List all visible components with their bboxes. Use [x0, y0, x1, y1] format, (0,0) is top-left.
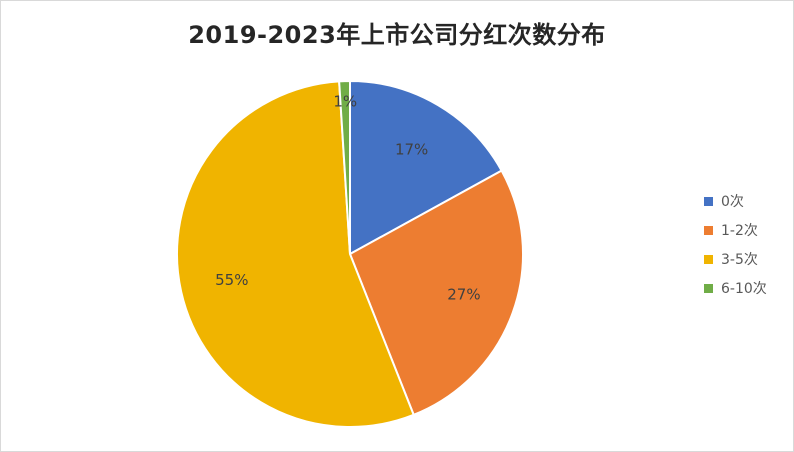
data-label-4: 1% — [333, 92, 357, 110]
legend-swatch-2 — [704, 226, 713, 235]
data-label-1: 17% — [395, 140, 428, 158]
legend-swatch-3 — [704, 255, 713, 264]
legend-swatch-1 — [704, 197, 713, 206]
legend-label-4: 6-10次 — [721, 281, 767, 297]
pie-slice-4 — [338, 79, 351, 255]
pie-slice-3 — [176, 80, 415, 428]
data-labels: 17% 27% 55% 1% — [215, 92, 480, 303]
legend-label-1: 0次 — [721, 194, 744, 210]
legend: 0次 1-2次 3-5次 6-10次 — [704, 194, 767, 297]
data-label-2: 27% — [447, 286, 480, 304]
pie-slices — [176, 79, 524, 428]
pie-slice-1 — [349, 79, 503, 256]
data-label-3: 55% — [215, 271, 248, 289]
chart-title: 2019-2023年上市公司分红次数分布 — [188, 21, 606, 49]
legend-label-3: 3-5次 — [721, 252, 758, 268]
pie-slice-2 — [348, 169, 524, 417]
legend-swatch-4 — [704, 284, 713, 293]
legend-label-2: 1-2次 — [721, 223, 758, 239]
